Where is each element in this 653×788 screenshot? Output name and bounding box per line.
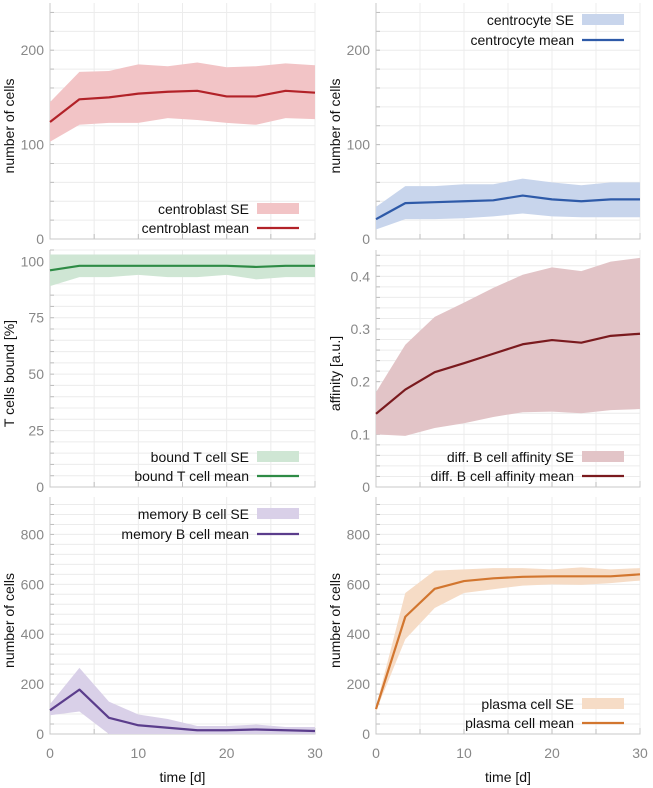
legend-swatch-band — [257, 508, 299, 519]
panel-middle-left: 0 25 50 75 100 T cells bound [%] bound T cell … — [1, 249, 316, 495]
mean-line — [49, 264, 315, 272]
legend: bound T cell SE bound T cell mean — [134, 449, 299, 484]
legend-swatch-band — [582, 14, 624, 25]
mean-line — [49, 89, 316, 123]
y-tick-label: 0 — [36, 231, 44, 247]
panel-bottom-left: 0 200 400 600 800 0 10 20 30 time [d] number of ce… — [1, 497, 323, 785]
y-tick-label: 200 — [21, 42, 45, 58]
se-band — [376, 567, 640, 712]
x-axis-label: time [d] — [160, 769, 206, 785]
mean-line — [375, 194, 640, 221]
legend: centroblast SE centroblast mean — [142, 201, 299, 236]
y-tick-label: 0 — [362, 231, 370, 247]
y-axis-label: number of cells — [327, 79, 343, 174]
y-tick-label: 600 — [347, 576, 371, 592]
mean-line — [374, 573, 641, 710]
legend-label-se: bound T cell SE — [151, 449, 249, 465]
y-tick-label: 100 — [21, 137, 45, 153]
grid — [375, 497, 641, 735]
x-tick-label: 0 — [372, 745, 380, 761]
legend: diff. B cell affinity SE diff. B cell aff… — [431, 449, 624, 484]
y-axis-label: affinity [a.u.] — [327, 336, 343, 411]
y-tick-label: 800 — [21, 526, 45, 542]
y-tick-label: 0 — [362, 479, 370, 495]
x-axis-label: time [d] — [485, 769, 531, 785]
legend-label-mean: bound T cell mean — [134, 468, 249, 484]
y-tick-label: 200 — [347, 42, 371, 58]
y-tick-label: 200 — [347, 676, 371, 692]
legend: centrocyte SE centrocyte mean — [471, 12, 624, 48]
y-axis-label: T cells bound [%] — [1, 320, 17, 427]
y-tick-label: 0 — [36, 726, 44, 742]
legend-label-se: centrocyte SE — [487, 12, 574, 28]
x-tick-label: 10 — [131, 745, 147, 761]
axis-frame — [375, 3, 641, 240]
x-tick-label: 20 — [219, 745, 235, 761]
se-band — [376, 178, 640, 230]
legend-swatch-band — [257, 203, 299, 214]
x-tick-label: 30 — [307, 745, 323, 761]
panel-bottom-right: 0 200 400 600 800 0 10 20 30 time [d] number of ce… — [327, 497, 648, 785]
y-tick-label: 400 — [347, 626, 371, 642]
se-band — [376, 257, 640, 436]
y-tick-label: 0 — [36, 479, 44, 495]
y-tick-label: 200 — [21, 676, 45, 692]
x-tick-label: 20 — [544, 745, 560, 761]
y-tick-label: 0.2 — [351, 374, 371, 390]
axis-frame — [49, 250, 316, 488]
legend-label-mean: centroblast mean — [142, 220, 249, 236]
legend-label-se: diff. B cell affinity SE — [447, 449, 574, 465]
y-tick-label: 600 — [21, 576, 45, 592]
se-band — [50, 62, 315, 142]
mean-line — [375, 332, 641, 415]
y-tick-label: 100 — [21, 253, 45, 269]
y-tick-label: 0.1 — [351, 426, 371, 442]
legend-label-mean: memory B cell mean — [121, 526, 249, 542]
y-tick-label: 0.4 — [351, 268, 371, 284]
y-tick-label: 50 — [28, 366, 44, 382]
y-tick-label: 400 — [21, 626, 45, 642]
y-tick-label: 800 — [347, 526, 371, 542]
y-tick-label: 75 — [28, 310, 44, 326]
legend-label-mean: centrocyte mean — [471, 32, 575, 48]
x-tick-label: 10 — [456, 745, 472, 761]
y-tick-label: 0 — [362, 726, 370, 742]
legend-label-se: memory B cell SE — [138, 506, 249, 522]
se-band — [50, 254, 315, 287]
panel-middle-right: 0 0.1 0.2 0.3 0.4 affinity [a.u.] diff. B cell… — [327, 250, 641, 495]
legend-swatch-band — [257, 451, 299, 462]
y-tick-label: 100 — [347, 137, 371, 153]
se-band — [50, 667, 315, 734]
y-tick-label: 25 — [28, 423, 44, 439]
legend-swatch-band — [582, 698, 624, 709]
x-tick-label: 0 — [46, 745, 54, 761]
legend-label-mean: diff. B cell affinity mean — [431, 468, 574, 484]
x-tick-label: 30 — [632, 745, 648, 761]
y-axis-label: number of cells — [1, 573, 17, 668]
legend-label-se: plasma cell SE — [481, 696, 574, 712]
legend-swatch-band — [582, 451, 624, 462]
y-axis-label: number of cells — [327, 573, 343, 668]
y-axis-label: number of cells — [1, 79, 17, 174]
legend-label-se: centroblast SE — [158, 201, 249, 217]
y-tick-label: 0.3 — [351, 321, 371, 337]
legend-label-mean: plasma cell mean — [465, 715, 574, 731]
axis-frame — [375, 497, 641, 735]
axis-frame — [375, 250, 641, 488]
mean-line — [49, 688, 316, 733]
legend: plasma cell SE plasma cell mean — [465, 696, 624, 731]
legend: memory B cell SE memory B cell mean — [121, 506, 299, 542]
